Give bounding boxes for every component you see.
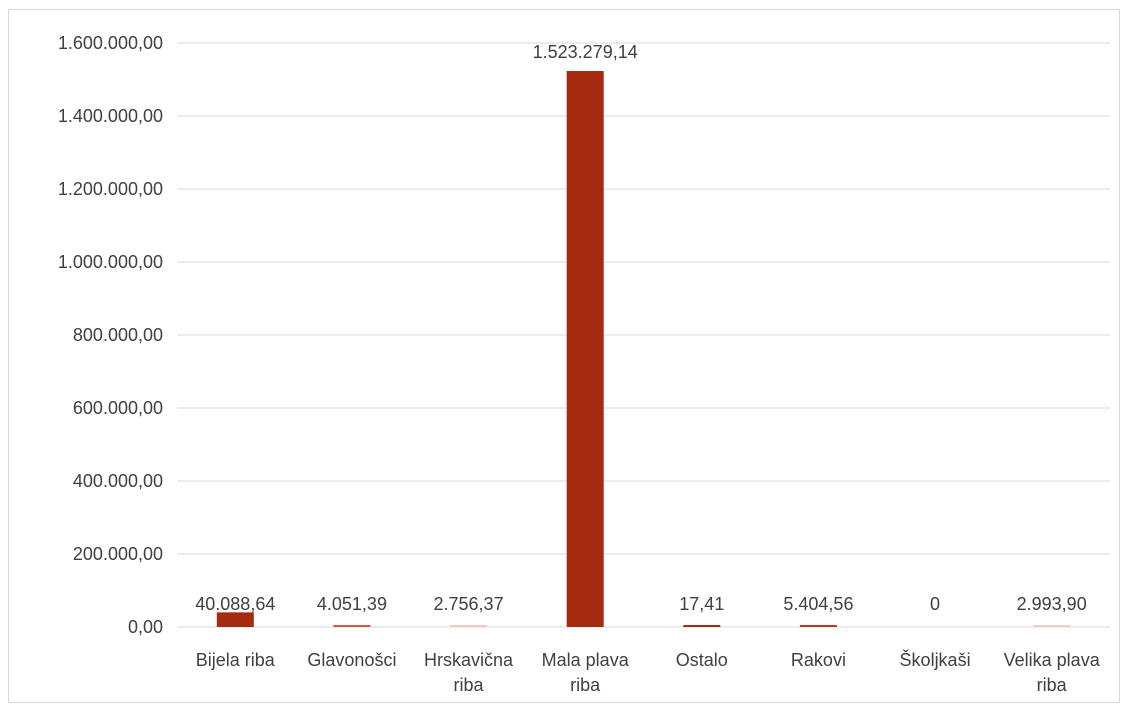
data-label: 5.404,56 <box>783 594 853 614</box>
y-tick-label: 0,00 <box>128 617 163 637</box>
category-label: riba <box>1037 675 1068 695</box>
bar <box>799 625 837 627</box>
bar <box>333 625 371 627</box>
data-label: 40.088,64 <box>195 594 275 614</box>
y-tick-label: 600.000,00 <box>73 398 163 418</box>
category-label: riba <box>570 675 601 695</box>
category-label: Ostalo <box>676 650 728 670</box>
category-label: Glavonošci <box>307 650 396 670</box>
category-label: Velika plava <box>1004 650 1101 670</box>
y-tick-label: 1.000.000,00 <box>58 252 163 272</box>
y-tick-label: 400.000,00 <box>73 471 163 491</box>
category-label: Mala plava <box>542 650 630 670</box>
y-tick-label: 800.000,00 <box>73 325 163 345</box>
category-label: Školjkaši <box>900 649 971 670</box>
y-tick-label: 1.200.000,00 <box>58 179 163 199</box>
bar <box>566 71 604 627</box>
bar <box>683 625 721 627</box>
category-label: Bijela riba <box>196 650 276 670</box>
y-tick-label: 1.400.000,00 <box>58 106 163 126</box>
category-label: Hrskavična <box>424 650 514 670</box>
bar <box>450 625 488 627</box>
chart-frame <box>8 9 1120 703</box>
category-label: Rakovi <box>791 650 846 670</box>
bar <box>1033 625 1071 627</box>
bar <box>216 612 254 627</box>
y-tick-label: 1.600.000,00 <box>58 33 163 53</box>
data-label: 2.756,37 <box>434 594 504 614</box>
data-label: 0 <box>930 594 940 614</box>
data-label: 4.051,39 <box>317 594 387 614</box>
y-tick-label: 200.000,00 <box>73 544 163 564</box>
data-label: 1.523.279,14 <box>533 42 638 62</box>
category-label: riba <box>454 675 485 695</box>
data-label: 17,41 <box>679 594 724 614</box>
data-label: 2.993,90 <box>1017 594 1087 614</box>
